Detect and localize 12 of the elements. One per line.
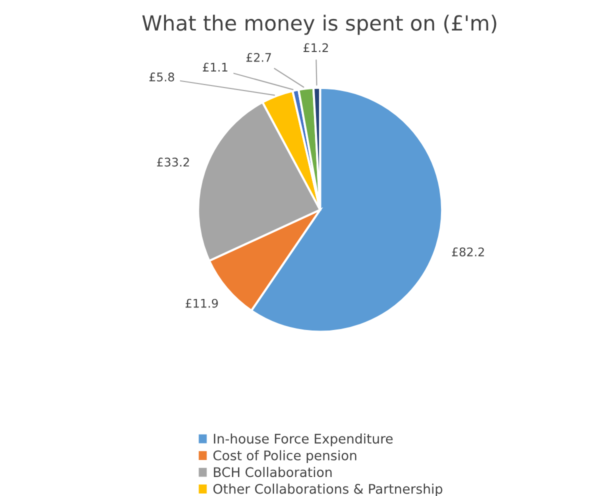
legend-label: In-house Force Expenditure [214,433,393,446]
legend-label: BCH Collaboration [214,466,332,478]
data-label: £11.9 [186,298,218,308]
chart-title: What the money is spent on (£'m) [142,14,496,35]
data-label: £5.8 [149,72,174,82]
data-label: £2.7 [246,53,271,62]
legend-label: Cost of Police pension [213,450,356,463]
data-label: £1.1 [202,62,228,72]
legend-label: Other Collaborations & Partnership [213,484,442,496]
data-label: £82.2 [452,247,484,256]
data-label: £1.2 [304,43,328,52]
data-label: £33.2 [157,158,189,167]
